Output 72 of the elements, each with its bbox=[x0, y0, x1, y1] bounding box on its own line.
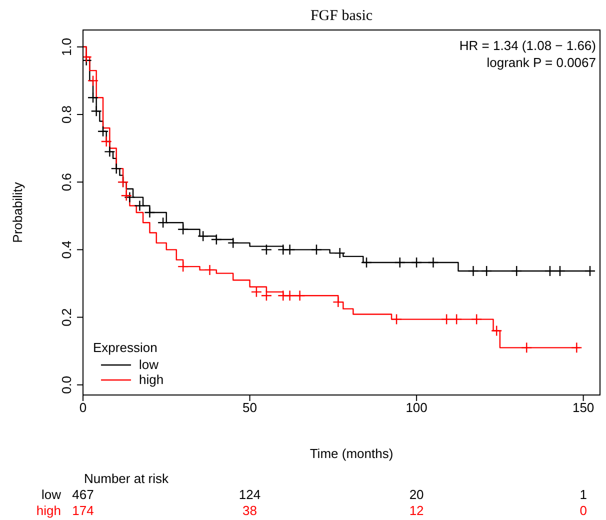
y-axis-title: Probability bbox=[10, 182, 25, 243]
point bbox=[410, 256, 422, 268]
point bbox=[394, 256, 406, 268]
text: 12 bbox=[409, 503, 424, 518]
point bbox=[124, 192, 136, 203]
point bbox=[100, 136, 112, 148]
point bbox=[511, 265, 522, 277]
point bbox=[110, 162, 122, 174]
point bbox=[284, 290, 296, 302]
y-tick-label: 0.4 bbox=[59, 240, 74, 259]
point bbox=[177, 260, 189, 272]
point bbox=[144, 206, 156, 218]
text: 467 bbox=[72, 487, 94, 502]
text: 1 bbox=[580, 487, 587, 502]
legend-title: Expression bbox=[93, 340, 158, 355]
y-tick-label: 0.6 bbox=[59, 173, 74, 192]
point bbox=[197, 230, 209, 242]
text: high bbox=[36, 503, 61, 518]
point bbox=[294, 290, 306, 302]
point bbox=[544, 265, 556, 277]
text: 20 bbox=[409, 487, 424, 502]
point bbox=[334, 247, 346, 259]
text: 174 bbox=[72, 503, 94, 518]
point bbox=[227, 237, 239, 249]
point bbox=[87, 75, 99, 86]
annotation: logrank P = 0.0067 bbox=[486, 55, 596, 70]
point bbox=[390, 314, 402, 325]
point bbox=[120, 190, 132, 202]
point bbox=[134, 200, 146, 212]
text: 0 bbox=[580, 503, 587, 518]
point bbox=[428, 256, 439, 268]
point bbox=[571, 342, 582, 354]
point bbox=[450, 314, 462, 325]
point bbox=[480, 265, 492, 277]
text: 124 bbox=[238, 487, 261, 502]
point bbox=[104, 146, 116, 158]
point bbox=[468, 265, 479, 277]
legend-label: low bbox=[139, 357, 159, 372]
text: Number at risk bbox=[84, 471, 170, 486]
point bbox=[332, 296, 344, 308]
point bbox=[470, 314, 482, 325]
x-tick-label: 100 bbox=[406, 400, 428, 416]
point bbox=[157, 217, 169, 228]
point bbox=[360, 256, 372, 268]
point bbox=[177, 224, 189, 235]
x-axis-title: Time (months) bbox=[310, 446, 394, 461]
point bbox=[250, 286, 262, 298]
point bbox=[90, 106, 102, 117]
point bbox=[584, 265, 596, 277]
y-tick-label: 0.0 bbox=[59, 376, 74, 394]
point bbox=[521, 342, 532, 354]
point bbox=[97, 126, 109, 137]
chart-title: FGF basic bbox=[309, 8, 374, 25]
point bbox=[260, 244, 272, 256]
x-tick-label: 150 bbox=[572, 400, 594, 416]
annotation: HR = 1.34 (1.08 − 1.66) bbox=[459, 38, 596, 53]
point bbox=[554, 265, 566, 277]
y-tick-label: 0.2 bbox=[59, 308, 74, 326]
point bbox=[310, 244, 322, 256]
point bbox=[260, 290, 272, 302]
x-tick-label: 50 bbox=[242, 400, 258, 416]
point bbox=[210, 234, 222, 246]
x-tick-label: 0 bbox=[79, 400, 87, 416]
text: low bbox=[41, 487, 62, 502]
point bbox=[87, 92, 99, 104]
text: 38 bbox=[242, 503, 258, 518]
legend-label: high bbox=[139, 372, 164, 387]
point bbox=[440, 314, 452, 325]
y-tick-label: 1.0 bbox=[59, 38, 74, 56]
point bbox=[491, 325, 502, 336]
point bbox=[284, 244, 296, 256]
y-tick-label: 0.8 bbox=[59, 105, 74, 124]
